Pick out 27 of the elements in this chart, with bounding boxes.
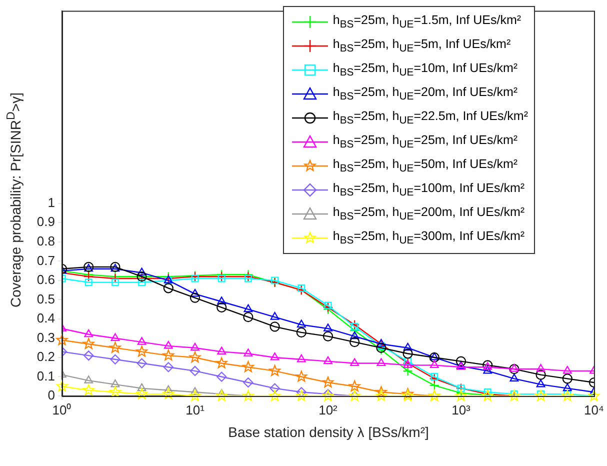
- y-tick-label: 0.3: [36, 330, 55, 345]
- y-tick-label: 0.6: [36, 272, 55, 288]
- y-tick-label: 0.5: [36, 291, 55, 306]
- legend-label: h$_{BS}$=25m, h$_{UE}$=1.5m, Inf UEs/km²: [332, 13, 522, 31]
- x-tick-label: 10²: [318, 402, 338, 418]
- y-tick-label: 0.1: [36, 368, 55, 384]
- legend-label: h$_{BS}$=25m, h$_{UE}$=300m, Inf UEs/km²: [332, 229, 525, 247]
- y-tick-label: 0.2: [36, 349, 55, 364]
- y-tick-label: 0.8: [36, 234, 55, 248]
- x-tick-label: 10⁰: [52, 402, 72, 418]
- legend-label: h$_{BS}$=25m, h$_{UE}$=200m, Inf UEs/km²: [332, 205, 525, 223]
- legend-label: h$_{BS}$=25m, h$_{UE}$=22.5m, Inf UEs/km²: [332, 109, 528, 127]
- legend-label: h$_{BS}$=25m, h$_{UE}$=50m, Inf UEs/km²: [332, 157, 518, 175]
- legend-label: h$_{BS}$=25m, h$_{UE}$=5m, Inf UEs/km²: [332, 37, 511, 55]
- y-tick-label: 0.9: [36, 214, 55, 230]
- y-tick-label: 1: [48, 194, 55, 210]
- x-tick-label: 10¹: [186, 402, 206, 418]
- x-tick-label: 10³: [452, 402, 472, 418]
- legend-label: h$_{BS}$=25m, h$_{UE}$=10m, Inf UEs/km²: [332, 61, 518, 79]
- y-tick-label: 0: [48, 388, 55, 403]
- legend-label: h$_{BS}$=25m, h$_{UE}$=20m, Inf UEs/km²: [332, 85, 518, 103]
- legend-label: h$_{BS}$=25m, h$_{UE}$=100m, Inf UEs/km²: [332, 181, 525, 199]
- x-axis-title: Base station density λ [BSs/km²]: [227, 424, 430, 440]
- legend-label: h$_{BS}$=25m, h$_{UE}$=25m, Inf UEs/km²: [332, 133, 518, 151]
- y-tick-label: 0.7: [36, 252, 55, 268]
- x-tick-label: 10⁴: [584, 402, 604, 418]
- y-tick-label: 0.4: [36, 310, 55, 326]
